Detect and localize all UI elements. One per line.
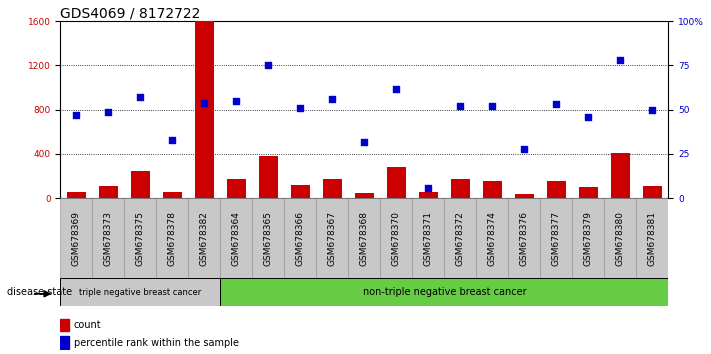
Bar	[572, 198, 604, 278]
Bar	[611, 153, 630, 198]
Point	[391, 86, 402, 91]
Text: GDS4069 / 8172722: GDS4069 / 8172722	[60, 6, 201, 20]
Point	[614, 57, 626, 63]
Bar	[419, 192, 438, 198]
Text: GSM678371: GSM678371	[424, 211, 433, 266]
Bar	[323, 179, 342, 198]
Point	[518, 146, 530, 152]
Bar	[60, 278, 220, 306]
Text: GSM678370: GSM678370	[392, 211, 401, 266]
Bar	[99, 186, 118, 198]
Text: GSM678379: GSM678379	[584, 211, 593, 266]
Bar	[515, 194, 534, 198]
Bar	[156, 198, 188, 278]
Point	[103, 109, 114, 114]
Point	[166, 137, 178, 143]
Bar	[316, 198, 348, 278]
Bar	[259, 156, 278, 198]
Bar	[60, 336, 70, 349]
Bar	[195, 21, 214, 198]
Point	[455, 103, 466, 109]
Bar	[444, 198, 476, 278]
Point	[583, 114, 594, 120]
Bar	[163, 192, 182, 198]
Text: count: count	[74, 320, 102, 330]
Bar	[387, 167, 406, 198]
Bar	[355, 193, 374, 198]
Bar	[508, 198, 540, 278]
Point	[198, 100, 210, 105]
Bar	[476, 198, 508, 278]
Bar	[227, 179, 246, 198]
Point	[230, 98, 242, 104]
Text: GSM678364: GSM678364	[232, 211, 241, 266]
Bar	[604, 198, 636, 278]
Text: GSM678373: GSM678373	[104, 211, 113, 266]
Bar	[92, 198, 124, 278]
Bar	[380, 198, 412, 278]
Text: GSM678367: GSM678367	[328, 211, 337, 266]
Bar	[67, 192, 86, 198]
Text: GSM678366: GSM678366	[296, 211, 305, 266]
Bar	[188, 198, 220, 278]
Bar	[220, 278, 668, 306]
Point	[486, 103, 498, 109]
Text: GSM678378: GSM678378	[168, 211, 177, 266]
Bar	[451, 179, 470, 198]
Text: GSM678381: GSM678381	[648, 211, 657, 266]
Point	[422, 185, 434, 190]
Bar	[412, 198, 444, 278]
Point	[262, 63, 274, 68]
Bar	[60, 319, 70, 331]
Text: GSM678369: GSM678369	[72, 211, 81, 266]
Bar	[540, 198, 572, 278]
Bar	[643, 186, 662, 198]
Text: GSM678374: GSM678374	[488, 211, 497, 266]
Bar	[284, 198, 316, 278]
Text: disease state: disease state	[7, 287, 73, 297]
Text: triple negative breast cancer: triple negative breast cancer	[80, 287, 201, 297]
Bar	[131, 171, 150, 198]
Bar	[483, 181, 502, 198]
Text: non-triple negative breast cancer: non-triple negative breast cancer	[363, 287, 526, 297]
Point	[135, 95, 146, 100]
Bar	[252, 198, 284, 278]
Text: GSM678382: GSM678382	[200, 211, 209, 266]
Bar	[579, 187, 598, 198]
Text: GSM678376: GSM678376	[520, 211, 529, 266]
Bar	[636, 198, 668, 278]
Text: GSM678368: GSM678368	[360, 211, 369, 266]
Bar	[220, 198, 252, 278]
Bar	[348, 198, 380, 278]
Point	[550, 102, 562, 107]
Point	[647, 107, 658, 113]
Text: GSM678375: GSM678375	[136, 211, 145, 266]
Point	[294, 105, 306, 111]
Text: GSM678377: GSM678377	[552, 211, 561, 266]
Point	[326, 96, 338, 102]
Point	[71, 112, 82, 118]
Bar	[60, 198, 92, 278]
Text: GSM678380: GSM678380	[616, 211, 625, 266]
Bar	[547, 181, 566, 198]
Text: percentile rank within the sample: percentile rank within the sample	[74, 338, 239, 348]
Point	[358, 139, 370, 144]
Bar	[124, 198, 156, 278]
Text: GSM678372: GSM678372	[456, 211, 465, 266]
Bar	[291, 185, 310, 198]
Text: GSM678365: GSM678365	[264, 211, 273, 266]
